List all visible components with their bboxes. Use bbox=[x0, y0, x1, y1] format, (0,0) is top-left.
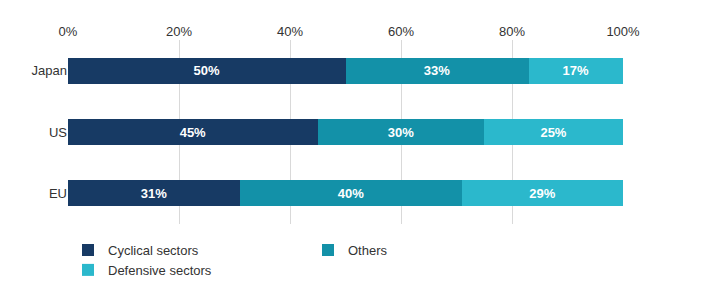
svg-text:Japan: Japan bbox=[32, 63, 67, 78]
svg-text:45%: 45% bbox=[180, 125, 206, 140]
svg-text:60%: 60% bbox=[388, 24, 414, 39]
svg-text:Others: Others bbox=[348, 243, 388, 258]
svg-text:100%: 100% bbox=[606, 24, 640, 39]
svg-text:US: US bbox=[49, 125, 67, 140]
svg-text:0%: 0% bbox=[59, 24, 78, 39]
svg-text:80%: 80% bbox=[499, 24, 525, 39]
svg-text:25%: 25% bbox=[540, 125, 566, 140]
svg-text:17%: 17% bbox=[563, 63, 589, 78]
svg-text:33%: 33% bbox=[424, 63, 450, 78]
svg-text:40%: 40% bbox=[277, 24, 303, 39]
svg-text:30%: 30% bbox=[388, 125, 414, 140]
svg-text:Defensive sectors: Defensive sectors bbox=[108, 263, 212, 278]
svg-text:Cyclical sectors: Cyclical sectors bbox=[108, 243, 199, 258]
svg-text:40%: 40% bbox=[338, 186, 364, 201]
svg-text:EU: EU bbox=[49, 186, 67, 201]
svg-text:20%: 20% bbox=[166, 24, 192, 39]
svg-text:50%: 50% bbox=[194, 63, 220, 78]
svg-text:29%: 29% bbox=[529, 186, 555, 201]
svg-text:31%: 31% bbox=[141, 186, 167, 201]
